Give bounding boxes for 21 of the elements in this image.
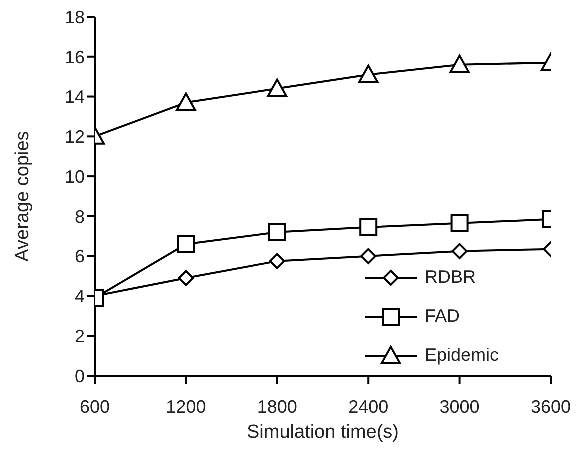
legend-label: FAD xyxy=(425,306,460,327)
x-tick-label: 3600 xyxy=(530,396,572,417)
y-tick-label: 0 xyxy=(74,366,85,386)
y-tick-label: 6 xyxy=(74,246,85,267)
y-tick-label: 14 xyxy=(64,87,85,108)
y-tick-label: 12 xyxy=(64,127,85,148)
x-tick-label: 600 xyxy=(80,396,110,417)
x-tick-label: 2400 xyxy=(348,396,389,417)
x-tick-label: 3000 xyxy=(440,396,480,417)
legend-label: RDBR xyxy=(425,267,476,288)
x-tick-label: 1800 xyxy=(257,396,298,417)
x-tick-label: 1200 xyxy=(166,396,206,417)
y-tick-label: 10 xyxy=(64,166,85,187)
y-axis-title: Average copies xyxy=(12,131,34,262)
y-tick-label: 2 xyxy=(74,326,85,346)
y-tick-label: 4 xyxy=(74,286,85,307)
legend-label: Epidemic xyxy=(425,345,500,366)
y-tick-label: 18 xyxy=(64,7,85,28)
x-axis-title: Simulation time(s) xyxy=(246,422,400,443)
y-tick-label: 16 xyxy=(64,47,85,68)
y-tick-label: 8 xyxy=(74,206,85,227)
